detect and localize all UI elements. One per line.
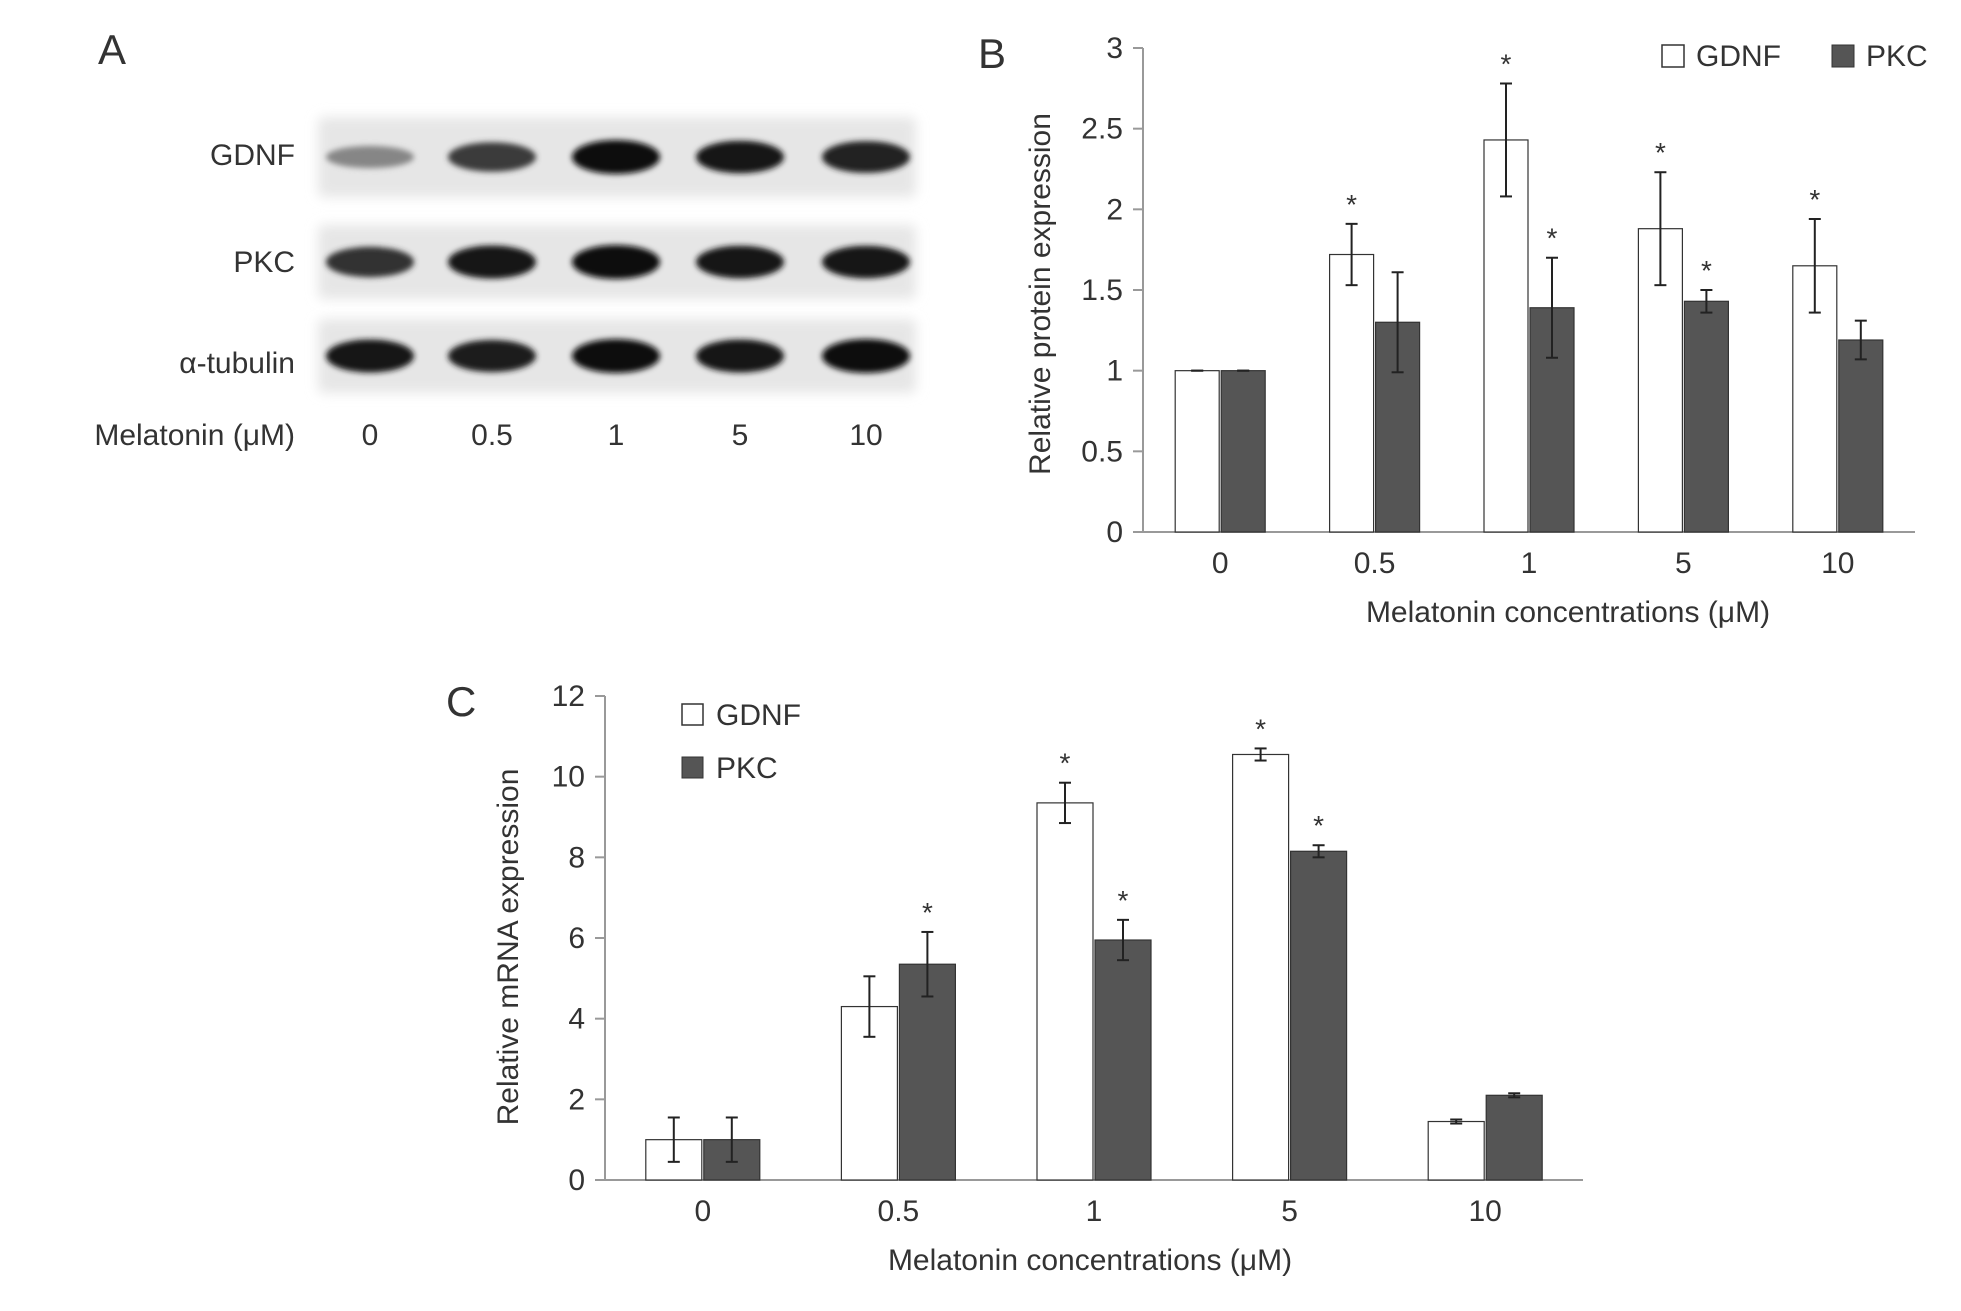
chart-c-x-tick-label: 1	[1086, 1195, 1103, 1228]
chart-c-significance-marker: *	[1118, 885, 1129, 916]
blot-band	[448, 339, 536, 373]
chart-c-ylabel: Relative mRNA expression	[492, 769, 525, 1126]
blot-lane-label: 10	[849, 419, 882, 452]
blot-band	[696, 140, 784, 174]
chart-b-significance-marker: *	[1655, 137, 1666, 168]
chart-b-x-tick-label: 0.5	[1354, 547, 1396, 580]
chart-c-xlabel: Melatonin concentrations (μM)	[888, 1244, 1292, 1277]
chart-b-y-tick-label: 1.5	[1081, 274, 1123, 307]
chart-c-bar-pkc	[898, 963, 957, 1181]
chart-c-legend-pkc-swatch	[681, 756, 704, 779]
blot-band	[822, 245, 910, 279]
blot-band	[696, 339, 784, 373]
panel-b-protein-chart: B Relative protein expression Melatonin …	[978, 30, 1928, 629]
blot-concentration-label: Melatonin (μM)	[94, 419, 295, 452]
chart-c-bar-gdnf	[1231, 753, 1290, 1181]
chart-c-significance-marker: *	[1060, 748, 1071, 779]
chart-b-y-tick-label: 1	[1106, 355, 1123, 388]
blot-band	[572, 339, 660, 373]
blot-row-label-gdnf: GDNF	[210, 139, 295, 172]
chart-c-legend-gdnf-swatch	[681, 703, 704, 726]
chart-c-y-tick-label: 2	[568, 1083, 585, 1116]
chart-b-ylabel: Relative protein expression	[1024, 113, 1057, 475]
blot-band	[448, 245, 536, 279]
blot-lane-label: 0.5	[471, 419, 513, 452]
panel-c-mrna-chart: C Relative mRNA expression Melatonin con…	[446, 678, 1583, 1277]
blot-lane-label: 1	[608, 419, 625, 452]
blot-lane-label: 0	[362, 419, 379, 452]
blot-band	[696, 245, 784, 279]
chart-c-significance-marker: *	[1313, 810, 1324, 841]
blot-band	[448, 142, 536, 172]
chart-b-significance-marker: *	[1346, 189, 1357, 220]
chart-b-y-tick-label: 0.5	[1081, 435, 1123, 468]
chart-b-bar-gdnf	[1328, 253, 1375, 533]
chart-c-bar-pkc	[1485, 1094, 1543, 1181]
chart-b-bar-pkc	[1220, 370, 1266, 533]
chart-c-bar-gdnf	[1427, 1120, 1485, 1181]
chart-b-significance-marker: *	[1501, 48, 1512, 79]
blot-band	[572, 245, 660, 279]
panel-a-letter: A	[98, 26, 126, 73]
chart-c-bar-pkc	[1289, 850, 1348, 1181]
chart-b-significance-marker: *	[1547, 223, 1558, 254]
chart-c-y-tick-label: 6	[568, 922, 585, 955]
chart-b-legend-gdnf-swatch	[1661, 44, 1685, 68]
chart-b-legend-gdnf-label: GDNF	[1696, 40, 1781, 73]
chart-b-legend-pkc-label: PKC	[1866, 40, 1928, 73]
chart-b-x-tick-label: 10	[1821, 547, 1854, 580]
chart-c-y-tick-label: 10	[552, 761, 585, 794]
blot-lane-label: 5	[732, 419, 749, 452]
chart-c-y-tick-label: 8	[568, 841, 585, 874]
panel-a-western-blot: A GDNF PKC α-tubulin Melatonin (μM) 0 0.…	[94, 26, 916, 452]
chart-b-x-tick-label: 1	[1521, 547, 1538, 580]
chart-b-legend: GDNF PKC	[1661, 40, 1928, 73]
blot-band	[326, 339, 414, 373]
chart-b-x-tick-label: 5	[1675, 547, 1692, 580]
chart-b-plot-area: 0 0.5 1 1.5 2 2.5 3 0 0.5 * 1 * * 5 * * 10 *	[1081, 32, 1915, 580]
chart-b-significance-marker: *	[1701, 255, 1712, 286]
panel-b-letter: B	[978, 30, 1006, 77]
chart-b-y-tick-label: 2.5	[1081, 113, 1123, 146]
chart-c-x-tick-label: 10	[1469, 1195, 1502, 1228]
blot-row-label-pkc: PKC	[233, 246, 295, 279]
blot-band	[326, 145, 414, 169]
chart-c-bar-pkc	[1094, 939, 1152, 1181]
chart-c-significance-marker: *	[922, 897, 933, 928]
chart-b-legend-pkc-swatch	[1831, 44, 1855, 68]
chart-b-bar-gdnf	[1174, 370, 1220, 533]
blot-image	[318, 117, 916, 393]
chart-c-y-tick-label: 0	[568, 1164, 585, 1197]
chart-c-bar-gdnf	[1036, 802, 1094, 1181]
chart-b-bar-pkc	[1374, 321, 1421, 533]
chart-c-x-tick-label: 0.5	[878, 1195, 920, 1228]
blot-row-label-tubulin: α-tubulin	[179, 347, 295, 380]
chart-c-legend-gdnf-label: GDNF	[716, 699, 801, 732]
chart-c-y-tick-label: 12	[552, 680, 585, 713]
chart-b-x-tick-label: 0	[1212, 547, 1229, 580]
chart-b-xlabel: Melatonin concentrations (μM)	[1366, 596, 1770, 629]
chart-b-y-tick-label: 0	[1106, 516, 1123, 549]
chart-c-plot-area: 0 2 4 6 8 10 12 0 0.5 * 1 * * 5 * * 10	[552, 680, 1583, 1228]
chart-b-bar-pkc	[1838, 339, 1884, 533]
blot-band	[822, 339, 910, 373]
blot-band	[822, 141, 910, 173]
blot-band	[326, 246, 414, 278]
chart-c-x-tick-label: 0	[694, 1195, 711, 1228]
chart-b-bar-gdnf	[1483, 139, 1529, 533]
chart-b-y-tick-label: 3	[1106, 32, 1123, 65]
chart-c-x-tick-label: 5	[1281, 1195, 1298, 1228]
chart-b-significance-marker: *	[1809, 184, 1820, 215]
chart-b-y-tick-label: 2	[1106, 193, 1123, 226]
chart-b-bar-pkc	[1683, 300, 1730, 533]
chart-c-legend-pkc-label: PKC	[716, 752, 778, 785]
panel-c-letter: C	[446, 678, 476, 725]
chart-c-legend: GDNF PKC	[681, 699, 801, 785]
chart-c-y-tick-label: 4	[568, 1003, 585, 1036]
blot-band	[572, 140, 660, 174]
chart-c-significance-marker: *	[1255, 713, 1266, 744]
